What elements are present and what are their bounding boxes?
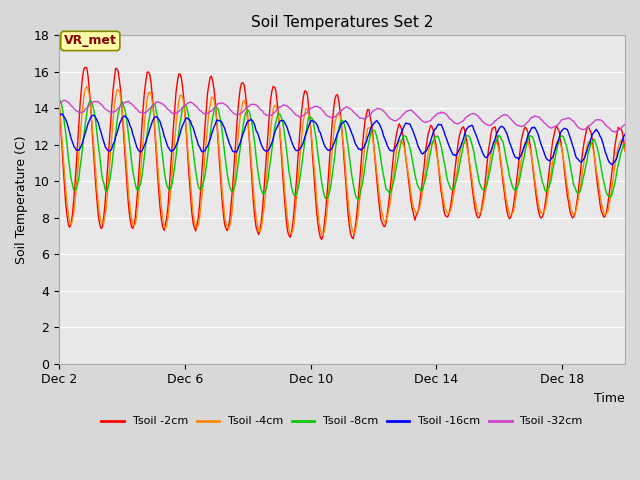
Legend: Tsoil -2cm, Tsoil -4cm, Tsoil -8cm, Tsoil -16cm, Tsoil -32cm: Tsoil -2cm, Tsoil -4cm, Tsoil -8cm, Tsoi… — [97, 412, 587, 431]
Title: Soil Temperatures Set 2: Soil Temperatures Set 2 — [251, 15, 433, 30]
Text: VR_met: VR_met — [64, 35, 116, 48]
X-axis label: Time: Time — [595, 392, 625, 405]
Y-axis label: Soil Temperature (C): Soil Temperature (C) — [15, 135, 28, 264]
